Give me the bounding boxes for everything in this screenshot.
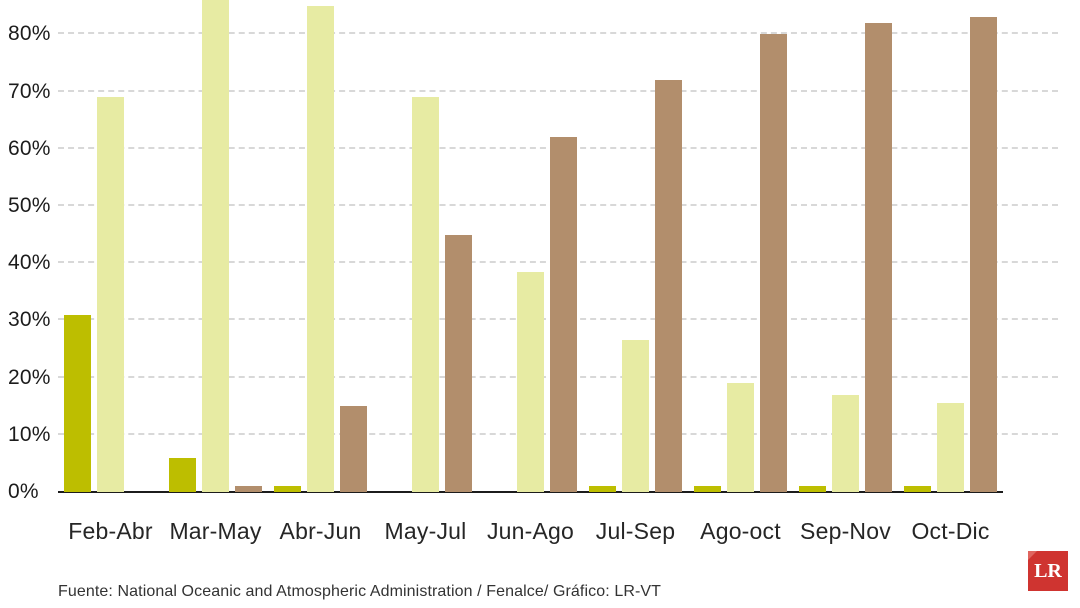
x-axis-label: May-Jul [384, 518, 467, 544]
bar-light-yellow-bars [307, 5, 334, 492]
y-tick-label: 70% [8, 79, 51, 103]
source-text: Fuente: National Oceanic and Atmospheric… [58, 583, 662, 600]
y-tick-label: 30% [8, 308, 51, 332]
x-axis-label: Jul-Sep [595, 518, 676, 544]
x-axis-label: Jun-Ago [486, 518, 575, 544]
bar-brown-bars [655, 80, 682, 492]
bar-brown-bars [865, 22, 892, 492]
lr-logo: LR [1028, 551, 1068, 591]
x-axis-label: Abr-Jun [279, 518, 362, 544]
bar-olive-bars [904, 486, 931, 492]
bar-light-yellow-bars [622, 340, 649, 492]
x-axis-label: Sep-Nov [800, 518, 891, 544]
bar-olive-bars [799, 486, 826, 492]
bar-brown-bars [235, 486, 262, 492]
bar-group [898, 0, 1003, 492]
y-tick-label: 50% [8, 193, 51, 217]
bar-group [373, 0, 478, 492]
bar-group [583, 0, 688, 492]
x-axis-label: Ago-oct [700, 518, 781, 544]
y-tick-label: 40% [8, 251, 51, 275]
bar-group [478, 0, 583, 492]
bar-olive-bars [589, 486, 616, 492]
bar-olive-bars [64, 314, 91, 492]
bar-light-yellow-bars [727, 383, 754, 492]
bar-olive-bars [169, 457, 196, 492]
bar-olive-bars [694, 486, 721, 492]
plot-area [58, 0, 1003, 493]
x-axis-line [58, 491, 1003, 493]
y-tick-label: 10% [8, 422, 51, 446]
lr-logo-text: LR [1034, 559, 1062, 582]
bar-brown-bars [970, 17, 997, 492]
x-axis-label: Mar-May [169, 518, 262, 544]
y-tick-label: 20% [8, 365, 51, 389]
y-tick-label: 0% [8, 480, 39, 503]
x-axis-labels: Feb-Abr Mar-May Abr-Jun May-Jul Jun-Ago Jul-S… [58, 518, 1003, 545]
bar-group [793, 0, 898, 492]
y-tick-label: 80% [8, 22, 51, 46]
bar-light-yellow-bars [832, 394, 859, 492]
y-axis: 0% 10% 20% 30% 40% 50% 60% 70% 80% [0, 0, 56, 502]
bar-brown-bars [760, 34, 787, 492]
bar-light-yellow-bars [202, 0, 229, 492]
bar-group [688, 0, 793, 492]
x-axis-label: Oct-Dic [911, 518, 990, 544]
bar-brown-bars [550, 137, 577, 492]
bar-light-yellow-bars [97, 97, 124, 492]
bar-light-yellow-bars [412, 97, 439, 492]
bar-light-yellow-bars [517, 271, 544, 492]
bar-brown-bars [340, 406, 367, 492]
bar-olive-bars [274, 486, 301, 492]
x-axis-label: Feb-Abr [68, 518, 153, 544]
bar-group [163, 0, 268, 492]
bar-group [268, 0, 373, 492]
bar-group [58, 0, 163, 492]
bar-brown-bars [445, 234, 472, 492]
bar-groups [58, 0, 1003, 492]
bar-light-yellow-bars [937, 403, 964, 492]
y-tick-label: 60% [8, 136, 51, 160]
